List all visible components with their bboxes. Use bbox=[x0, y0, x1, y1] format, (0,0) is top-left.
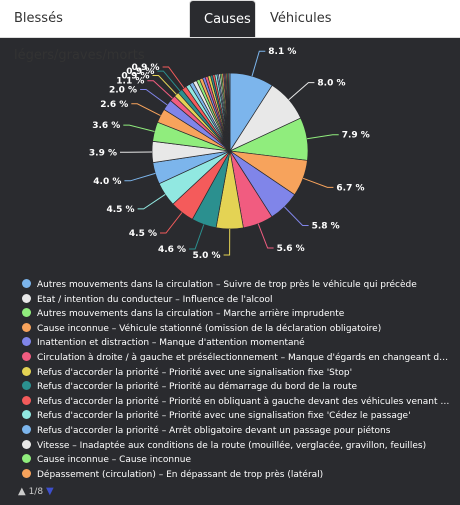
legend-swatch bbox=[22, 454, 31, 464]
pie-connector bbox=[137, 193, 166, 210]
legend-page-down-icon[interactable]: ▼ bbox=[45, 486, 54, 497]
legend-label: Autres mouvements dans la circulation – … bbox=[37, 309, 345, 320]
tab-causes[interactable]: Causes bbox=[189, 0, 256, 37]
legend-label: Cause inconnue – Véhicule stationné (omi… bbox=[37, 323, 382, 334]
legend-swatch bbox=[22, 352, 31, 361]
pie-connector bbox=[131, 103, 161, 117]
tab-bar: Blessés légers/graves/morts Causes Véhic… bbox=[0, 0, 460, 63]
pie-data-label: 7.9 % bbox=[342, 131, 370, 141]
legend-label: Cause inconnue – Cause inconnue bbox=[37, 455, 192, 466]
legend-item[interactable]: Refus d'accorder la priorité – Priorité … bbox=[22, 395, 452, 409]
legend-label: Refus d'accorder la priorité – Priorité … bbox=[37, 367, 353, 378]
legend-swatch bbox=[22, 337, 31, 347]
legend-item[interactable]: Refus d'accorder la priorité – Priorité … bbox=[22, 409, 452, 423]
legend-item[interactable]: Etat / intention du conducteur – Influen… bbox=[22, 293, 452, 307]
legend-swatch bbox=[22, 381, 31, 391]
legend-item[interactable]: Refus d'accorder la priorité – Priorité … bbox=[22, 366, 452, 380]
pie-connector bbox=[257, 223, 274, 249]
legend-label: Dépassement (circulation) – En dépassant… bbox=[37, 469, 324, 480]
pie-slice[interactable] bbox=[228, 72, 231, 152]
pie-connector bbox=[162, 66, 185, 89]
pie-connector bbox=[189, 224, 205, 250]
legend-swatch bbox=[22, 395, 31, 405]
pie-data-label: 8.1 % bbox=[268, 47, 296, 57]
legend-swatch bbox=[22, 279, 31, 288]
pie-data-label: 2.0 % bbox=[109, 86, 137, 96]
legend-item[interactable]: Autres mouvements dans la circulation – … bbox=[22, 278, 452, 292]
pie-connector bbox=[160, 212, 183, 234]
legend-label: Refus d'accorder la priorité – Priorité … bbox=[37, 411, 411, 422]
legend-label: Autres mouvements dans la circulation – … bbox=[37, 280, 417, 290]
pie-connector bbox=[147, 80, 173, 99]
legend-label: Inattention et distraction – Manque d'at… bbox=[37, 338, 305, 349]
pie-data-label: 1.1 % bbox=[116, 77, 144, 87]
legend-item[interactable]: Refus d'accorder la priorité – Priorité … bbox=[22, 380, 452, 394]
legend-item[interactable]: Refus d'accorder la priorité – Arrêt obl… bbox=[22, 424, 452, 438]
legend-item[interactable]: Vitesse – Inadaptée aux conditions de la… bbox=[22, 439, 452, 453]
pie-connector bbox=[223, 228, 231, 256]
pie-data-label: 4.0 % bbox=[93, 177, 121, 187]
tab-vehicules[interactable]: Véhicules bbox=[270, 11, 332, 26]
pie-connector bbox=[157, 70, 181, 92]
legend-swatch bbox=[22, 468, 31, 478]
pie-data-label: 3.9 % bbox=[89, 148, 117, 158]
legend-item[interactable]: Autres mouvements dans la circulation – … bbox=[22, 307, 452, 321]
legend-item[interactable]: Dépassement (circulation) – En dépassant… bbox=[22, 468, 452, 482]
pie-connector bbox=[251, 50, 266, 77]
pie-data-label: 2.6 % bbox=[100, 100, 128, 110]
legend-label: Refus d'accorder la priorité – Priorité … bbox=[37, 382, 358, 393]
pie-data-label: 8.0 % bbox=[317, 79, 345, 89]
legend-swatch bbox=[22, 425, 31, 434]
pie-connector bbox=[306, 134, 339, 140]
legend-label: Vitesse – Inadaptée aux conditions de la… bbox=[37, 440, 427, 451]
legend-page-number: 1/8 bbox=[28, 487, 44, 497]
legend-swatch bbox=[22, 366, 31, 376]
pie-data-label: 6.7 % bbox=[336, 183, 364, 193]
pie-connector bbox=[124, 172, 156, 182]
legend-label: Circulation à droite / à gauche et présé… bbox=[37, 353, 452, 363]
legend-pager: ▲ 1/8 ▼ bbox=[18, 486, 54, 497]
pie-chart: 8.1 % 8.0 % 7.9 % 6.7 % 5.8 % 5.6 % 5.0 % 4.6 %… bbox=[89, 47, 370, 261]
legend-swatch bbox=[22, 322, 31, 332]
pie-connector bbox=[123, 124, 155, 132]
pie-connector bbox=[288, 82, 315, 101]
pie-data-label: 0.9 % bbox=[131, 63, 159, 73]
legend-item[interactable]: Cause inconnue – Cause inconnue bbox=[22, 453, 452, 467]
legend-label: Refus d'accorder la priorité – Priorité … bbox=[37, 396, 452, 407]
pie-data-label: 5.0 % bbox=[192, 251, 220, 261]
pie-data-label: 4.5 % bbox=[129, 229, 157, 239]
legend-label: Etat / intention du conducteur – Influen… bbox=[37, 294, 273, 305]
legend-swatch bbox=[22, 293, 31, 303]
tab-blesses[interactable]: Blessés légers/graves/morts bbox=[14, 11, 145, 63]
pie-data-label: 3.6 % bbox=[92, 121, 120, 131]
legend-swatch bbox=[22, 410, 31, 420]
legend-swatch bbox=[22, 439, 31, 449]
pie-data-label: 0.9 % bbox=[126, 67, 154, 77]
pie-data-label: 5.6 % bbox=[277, 244, 305, 254]
pie-connector bbox=[140, 89, 168, 106]
legend-swatch bbox=[22, 308, 31, 318]
pie-data-label: 4.6 % bbox=[158, 245, 186, 255]
pie-connector bbox=[284, 206, 309, 226]
pie-data-label: 4.5 % bbox=[106, 205, 134, 215]
pie-data-label: 0.9 % bbox=[121, 72, 149, 82]
legend-page-up-icon[interactable]: ▲ bbox=[18, 486, 26, 497]
legend-item[interactable]: Circulation à droite / à gauche et présé… bbox=[22, 351, 452, 365]
pie-data-label: 5.8 % bbox=[312, 222, 340, 232]
pie-connector bbox=[302, 177, 334, 188]
legend-label: Refus d'accorder la priorité – Arrêt obl… bbox=[37, 426, 391, 436]
pie-connector bbox=[152, 75, 177, 95]
legend-item[interactable]: Inattention et distraction – Manque d'at… bbox=[22, 336, 452, 350]
legend-item[interactable]: Cause inconnue – Véhicule stationné (omi… bbox=[22, 322, 452, 336]
